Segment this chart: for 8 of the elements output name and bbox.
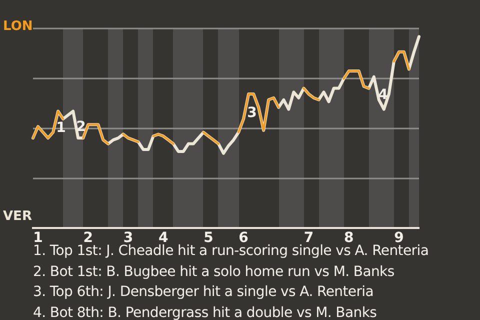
annotation: 2 (76, 119, 86, 135)
annotation: 1 (56, 120, 66, 136)
text: 3. Top 6th: J. Densberger hit a single vs A. Renteria (33, 283, 375, 302)
text: LON (3, 19, 33, 34)
text: VER (3, 209, 32, 224)
annotation: 3 (247, 105, 257, 121)
text: 2. Bot 1st: B. Bugbee hit a solo home run vs M. Banks (33, 262, 396, 282)
text: 4. Bot 8th: B. Pendergrass hit a double vs M. Banks (33, 304, 378, 320)
